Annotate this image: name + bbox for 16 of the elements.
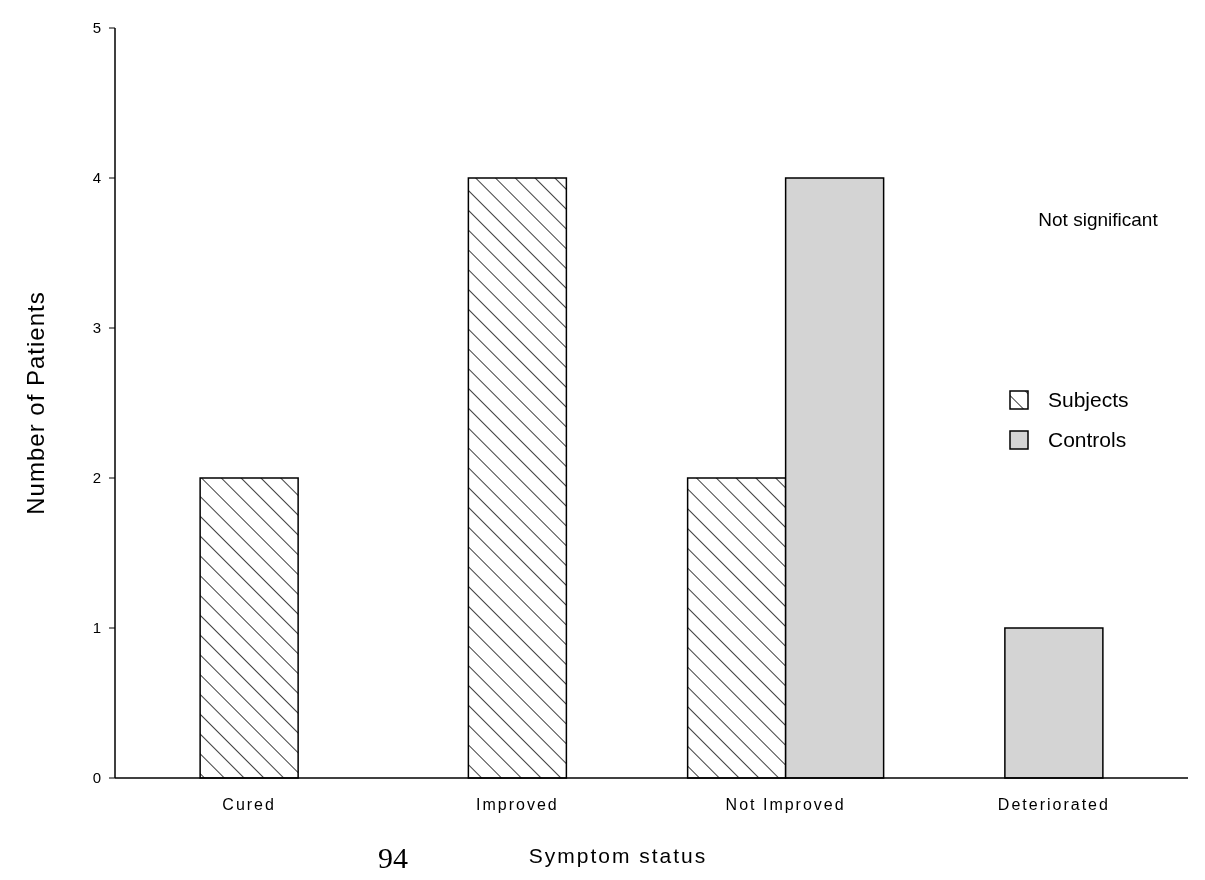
x-tick-label: Deteriorated — [997, 796, 1110, 813]
legend-label: Controls — [1048, 428, 1127, 452]
legend-label: Subjects — [1048, 388, 1129, 412]
text: 94 — [378, 841, 408, 874]
y-tick-label: 2 — [92, 469, 101, 487]
y-tick-label: 5 — [92, 19, 101, 37]
y-axis-title: Number of Patients — [22, 291, 49, 515]
y-tick-label: 1 — [92, 619, 101, 637]
annotation: Not significant — [1038, 209, 1159, 230]
y-tick-label: 4 — [92, 169, 101, 187]
x-axis-title: Symptom status — [528, 844, 708, 867]
x-tick-label: Cured — [222, 796, 276, 813]
y-tick-label: 0 — [92, 769, 101, 787]
x-tick-label: Improved — [476, 796, 559, 813]
y-tick-label: 3 — [92, 319, 101, 337]
x-tick-label: Not Improved — [725, 796, 846, 813]
